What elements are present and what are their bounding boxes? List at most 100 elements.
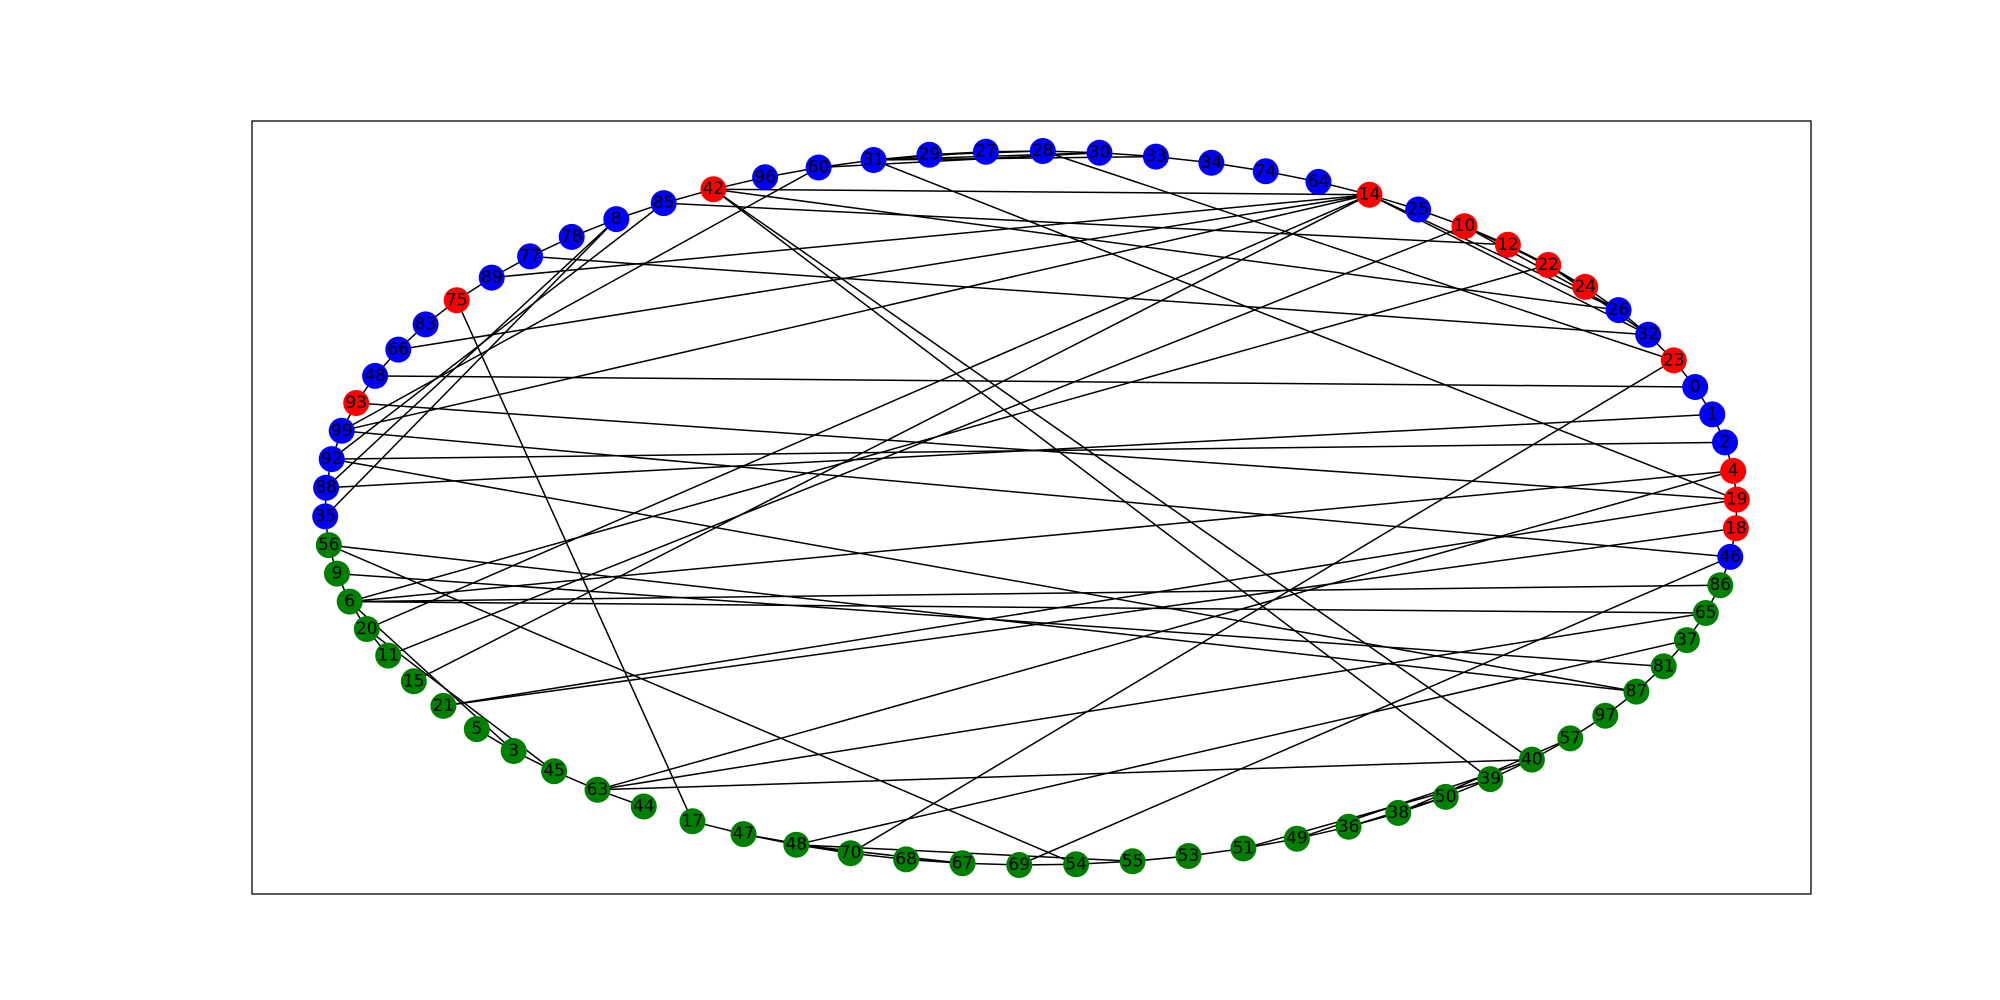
node-label: 81 xyxy=(1653,656,1675,676)
node-circle xyxy=(1535,252,1562,278)
node-label: 39 xyxy=(1479,769,1501,789)
node-label: 60 xyxy=(808,158,830,178)
node-circle xyxy=(1722,515,1749,542)
node-83: 83 xyxy=(412,311,439,338)
edge-69-46 xyxy=(1018,556,1731,866)
node-circle xyxy=(1635,321,1662,348)
node-circle xyxy=(315,532,342,559)
node-37: 37 xyxy=(1673,627,1700,654)
node-78: 78 xyxy=(558,223,585,250)
node-50: 50 xyxy=(1432,783,1459,810)
node-66: 66 xyxy=(385,336,412,363)
edge-32-77 xyxy=(530,255,1649,336)
node-circle xyxy=(1305,168,1332,195)
node-label: 3 xyxy=(508,741,519,761)
node-label: 67 xyxy=(952,853,974,873)
edge-23-70 xyxy=(850,359,1675,854)
edge-19-93 xyxy=(356,402,1737,501)
node-68: 68 xyxy=(893,846,920,873)
edge-63-4 xyxy=(597,470,1734,791)
node-label: 68 xyxy=(895,849,917,869)
node-circle xyxy=(313,474,340,501)
node-circle xyxy=(1494,231,1521,258)
edge-8-35 xyxy=(324,218,617,517)
node-circle xyxy=(318,446,345,473)
node-label: 36 xyxy=(1338,817,1360,837)
node-circle xyxy=(517,243,544,270)
node-circle xyxy=(312,503,339,530)
node-circle xyxy=(783,831,810,858)
node-circle xyxy=(630,793,657,820)
node-circle xyxy=(412,311,439,338)
node-label: 66 xyxy=(387,340,409,360)
node-label: 69 xyxy=(1008,855,1030,875)
node-51: 51 xyxy=(1230,835,1257,862)
node-circle xyxy=(463,716,490,743)
node-circle xyxy=(362,362,389,389)
node-circle xyxy=(443,287,470,314)
node-70: 70 xyxy=(837,840,864,867)
node-55: 55 xyxy=(1119,848,1146,875)
node-56: 56 xyxy=(315,532,342,559)
node-29: 29 xyxy=(916,141,943,168)
node-label: 21 xyxy=(433,696,455,716)
edge-99-46 xyxy=(341,430,1731,558)
edge-92-87 xyxy=(331,458,1637,693)
node-label: 48 xyxy=(785,835,807,855)
node-label: 93 xyxy=(345,393,367,413)
node-21: 21 xyxy=(430,692,457,719)
node-40: 40 xyxy=(1518,746,1545,773)
node-circle xyxy=(1712,429,1738,456)
node-circle xyxy=(1198,149,1225,176)
node-0: 0 xyxy=(1682,374,1709,400)
node-36: 36 xyxy=(1335,813,1362,840)
node-label: 9 xyxy=(332,564,343,584)
node-circle xyxy=(1557,725,1584,752)
edge-11-10 xyxy=(387,225,1465,657)
node-label: 4 xyxy=(1728,461,1739,481)
node-circle xyxy=(700,176,727,203)
node-14: 14 xyxy=(1356,181,1383,208)
node-circle xyxy=(1707,572,1734,599)
edge-0-48b xyxy=(375,375,1696,388)
edge-63-40 xyxy=(597,758,1532,791)
edge-31-19 xyxy=(873,159,1738,501)
node-circle xyxy=(972,138,999,165)
node-circle xyxy=(400,668,427,695)
node-48: 48 xyxy=(783,831,810,858)
node-circle xyxy=(1119,848,1146,875)
node-11: 11 xyxy=(375,642,402,669)
node-circle xyxy=(430,692,457,719)
node-60: 60 xyxy=(805,154,832,181)
node-circle xyxy=(650,190,677,217)
edge-6-65 xyxy=(349,600,1706,614)
node-4: 4 xyxy=(1720,457,1747,484)
node-circle xyxy=(541,758,568,785)
node-89: 89 xyxy=(478,264,505,291)
node-6: 6 xyxy=(336,588,363,615)
node-label: 44 xyxy=(633,797,655,817)
node-label: 10 xyxy=(1454,216,1476,236)
node-circle xyxy=(1335,813,1362,840)
node-label: 46 xyxy=(1719,547,1741,567)
edge-21-18 xyxy=(443,527,1737,707)
node-label: 25 xyxy=(1407,200,1429,220)
node-circle xyxy=(500,738,527,764)
edge-56-54 xyxy=(328,544,1077,865)
node-circle xyxy=(324,560,350,587)
node-38: 38 xyxy=(1385,799,1412,826)
node-circle xyxy=(949,850,976,877)
node-circle xyxy=(679,808,706,835)
node-circle xyxy=(1623,678,1650,705)
node-label: 57 xyxy=(1559,728,1581,748)
node-25: 25 xyxy=(1405,196,1432,223)
edge-6-86 xyxy=(349,584,1721,603)
edge-28-23 xyxy=(1042,150,1675,362)
edge-21-19 xyxy=(443,498,1737,707)
node-label: 37 xyxy=(1676,630,1698,650)
node-label: 22 xyxy=(1537,255,1559,275)
node-circle xyxy=(1356,181,1383,208)
node-label: 14 xyxy=(1359,185,1381,205)
node-label: 42 xyxy=(703,179,725,199)
node-circle xyxy=(1477,766,1504,793)
